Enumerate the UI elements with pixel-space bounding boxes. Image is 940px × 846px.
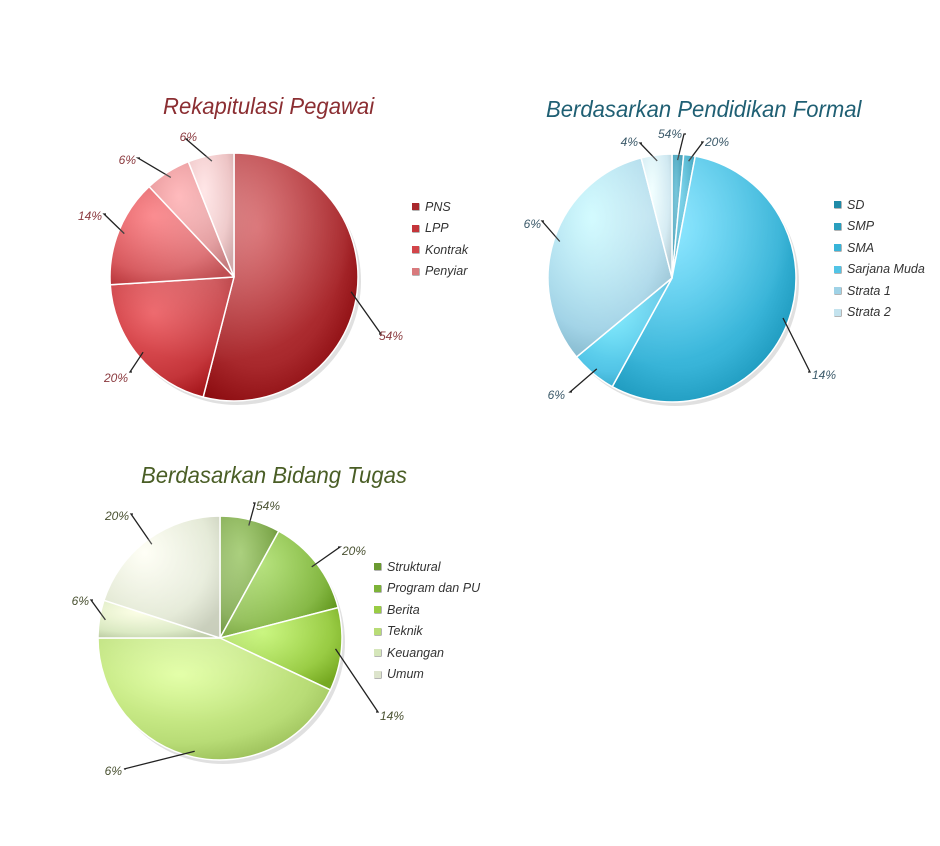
legend-label: SMP xyxy=(847,219,875,234)
legend-label: Umum xyxy=(387,667,424,682)
legend-swatch xyxy=(834,265,841,273)
legend-swatch xyxy=(834,287,841,295)
legend-entry: SD xyxy=(834,194,925,216)
legend-swatch xyxy=(412,203,419,211)
legend-label: PNS xyxy=(425,199,451,214)
leader-line xyxy=(350,291,383,335)
data-label: 14% xyxy=(812,368,836,382)
legend-swatch xyxy=(374,627,381,635)
legend-label: Berita xyxy=(387,602,420,617)
legend-swatch xyxy=(374,670,381,678)
data-label: 14% xyxy=(380,709,404,723)
legend-label: Kontrak xyxy=(425,242,469,257)
legend-entry: Program dan PU xyxy=(374,578,480,600)
data-label: 14% xyxy=(78,209,102,223)
data-label: 20% xyxy=(704,135,729,149)
legend-label: Keuangan xyxy=(387,645,445,660)
legend-label: Struktural xyxy=(387,559,441,574)
legend-entry: SMA xyxy=(834,237,925,259)
leader-line xyxy=(129,513,153,545)
legend-label: Penyiar xyxy=(425,264,468,279)
chart-title: Berdasarkan Pendidikan Formal xyxy=(546,96,862,122)
legend-swatch xyxy=(412,224,419,232)
data-label: 54% xyxy=(256,499,280,513)
legend: PNS LPP Kontrak Penyiar xyxy=(412,196,468,282)
legend-label: Strata 2 xyxy=(847,305,891,320)
legend-swatch xyxy=(834,222,841,230)
legend-label: SMA xyxy=(847,240,875,255)
legend-swatch xyxy=(374,563,381,571)
data-label: 6% xyxy=(105,764,123,778)
legend-entry: SMP xyxy=(834,216,925,238)
legend-swatch xyxy=(374,584,381,592)
chart-title: Rekapitulasi Pegawai xyxy=(163,93,375,119)
legend-entry: Berita xyxy=(374,599,480,621)
legend-swatch xyxy=(412,267,419,275)
legend: Struktural Program dan PU Berita Teknik Keua… xyxy=(374,556,480,685)
legend-entry: LPP xyxy=(412,218,468,240)
data-label: 20% xyxy=(341,544,366,558)
legend-label: Program dan PU xyxy=(387,581,481,596)
legend-swatch xyxy=(834,201,841,209)
legend-entry: Penyiar xyxy=(412,261,468,283)
leader-line xyxy=(676,133,686,161)
data-label: 6% xyxy=(180,130,198,144)
legend-entry: Strata 2 xyxy=(834,302,925,324)
legend-entry: Kontrak xyxy=(412,239,468,261)
legend: SD SMP SMA Sarjana Muda Strata 1 Strata 2 xyxy=(834,194,925,323)
legend-entry: Teknik xyxy=(374,621,480,643)
legend-entry: Strata 1 xyxy=(834,280,925,302)
chart-title: Berdasarkan Bidang Tugas xyxy=(141,462,407,488)
legend-entry: Struktural xyxy=(374,556,480,578)
legend-entry: Sarjana Muda xyxy=(834,259,925,281)
legend-label: Strata 1 xyxy=(847,283,891,298)
legend-entry: Umum xyxy=(374,664,480,686)
legend-label: LPP xyxy=(425,221,449,236)
leader-line xyxy=(311,546,343,568)
data-label: 20% xyxy=(104,509,129,523)
data-label: 6% xyxy=(72,594,90,608)
leader-line xyxy=(123,750,195,770)
legend-entry: PNS xyxy=(412,196,468,218)
data-label: 54% xyxy=(379,329,403,343)
leader-line xyxy=(334,648,380,713)
data-label: 4% xyxy=(621,135,639,149)
legend-swatch xyxy=(374,649,381,657)
legend-swatch xyxy=(374,606,381,614)
legend-label: Sarjana Muda xyxy=(847,262,925,277)
legend-swatch xyxy=(412,246,419,254)
legend-swatch xyxy=(834,308,841,316)
legend-label: SD xyxy=(847,197,865,212)
legend-entry: Keuangan xyxy=(374,642,480,664)
data-label: 54% xyxy=(658,127,682,141)
legend-label: Teknik xyxy=(387,624,423,639)
data-label: 6% xyxy=(524,217,542,231)
legend-swatch xyxy=(834,244,841,252)
